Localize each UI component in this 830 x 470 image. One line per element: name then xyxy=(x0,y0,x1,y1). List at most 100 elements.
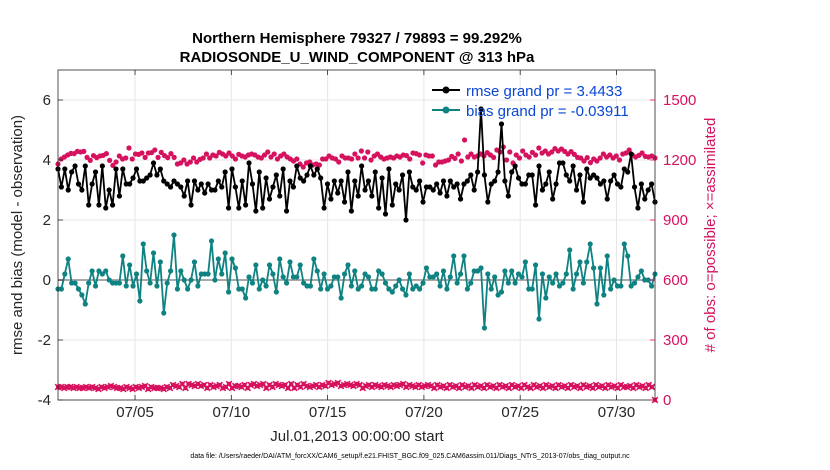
rmse-point xyxy=(79,187,85,193)
legend-rmse-label: rmse grand pr = 3.4433 xyxy=(466,83,622,100)
rmse-point xyxy=(396,187,402,193)
bias-point xyxy=(502,268,508,274)
rmse-point xyxy=(597,181,604,187)
bias-point xyxy=(563,271,569,277)
obs-possible-point xyxy=(349,156,355,162)
obs-possible-point xyxy=(526,154,532,160)
x-tick-label: 07/15 xyxy=(309,404,347,421)
rmse-point xyxy=(249,181,256,187)
rmse-point xyxy=(478,106,484,112)
bias-point xyxy=(515,271,522,277)
bias-point xyxy=(297,262,303,268)
bias-point xyxy=(403,292,409,298)
rmse-point xyxy=(539,187,546,193)
rmse-point xyxy=(369,193,375,199)
rmse-point xyxy=(382,211,389,217)
bias-point xyxy=(171,232,177,238)
obs-possible-point xyxy=(358,148,364,154)
bias-point xyxy=(335,274,341,280)
plot-background xyxy=(58,70,655,400)
bias-point xyxy=(144,268,150,274)
rmse-point xyxy=(75,181,82,187)
bias-point xyxy=(263,283,269,289)
rmse-point xyxy=(304,172,310,178)
rmse-point xyxy=(229,166,235,172)
legend: rmse grand pr = 3.4433 bias grand pr = -… xyxy=(432,83,629,120)
bias-point xyxy=(92,283,99,289)
bias-point xyxy=(447,274,453,280)
rmse-point xyxy=(502,178,508,184)
rmse-point xyxy=(191,178,198,184)
obs-possible-point xyxy=(152,147,158,153)
rmse-point xyxy=(324,181,331,187)
rmse-point xyxy=(376,205,382,211)
bias-point xyxy=(185,286,191,292)
obs-possible-point xyxy=(403,153,410,159)
bias-point xyxy=(229,256,235,262)
obs-possible-point xyxy=(462,137,468,143)
bias-point xyxy=(205,271,211,277)
rmse-point xyxy=(225,205,232,211)
bias-point xyxy=(543,295,549,301)
obs-possible-point xyxy=(87,157,93,163)
rmse-point xyxy=(362,187,368,193)
bias-point xyxy=(529,286,535,292)
rmse-point xyxy=(167,184,174,190)
bias-point xyxy=(386,286,392,292)
obs-possible-point xyxy=(639,150,645,156)
x-tick-label: 07/05 xyxy=(116,404,154,421)
obs-possible-point xyxy=(420,160,426,166)
rmse-point xyxy=(413,187,419,193)
rmse-point xyxy=(341,199,348,205)
bias-point xyxy=(382,280,389,286)
rmse-point xyxy=(550,196,556,202)
bias-point xyxy=(328,283,334,289)
rmse-point xyxy=(403,217,409,223)
rmse-point xyxy=(437,190,443,196)
rmse-point xyxy=(171,178,177,184)
obs-possible-point xyxy=(581,158,587,164)
bias-point xyxy=(608,286,614,292)
x-tick-label: 07/30 xyxy=(598,404,636,421)
bias-point xyxy=(174,286,180,292)
rmse-point xyxy=(154,172,160,178)
obs-possible-point xyxy=(187,159,193,165)
rmse-point xyxy=(301,178,307,184)
rmse-point xyxy=(331,178,337,184)
rmse-point xyxy=(58,184,65,190)
rmse-point xyxy=(202,190,208,196)
bias-point xyxy=(509,268,515,274)
bias-point xyxy=(461,253,467,259)
rmse-point xyxy=(256,169,262,175)
bias-point xyxy=(611,277,617,283)
y-axis-left: -4 -2 0 2 4 6 xyxy=(38,92,63,409)
rmse-point xyxy=(481,172,488,178)
bias-point xyxy=(283,280,290,286)
rmse-point xyxy=(243,202,249,208)
obs-possible-point xyxy=(536,145,542,151)
rmse-point xyxy=(488,181,494,187)
y-right-tick-label: 600 xyxy=(663,272,688,289)
bias-point xyxy=(567,247,573,253)
y-right-tick-label: 1500 xyxy=(663,92,696,109)
rmse-point xyxy=(529,172,535,178)
bias-point xyxy=(625,253,631,259)
bias-point xyxy=(338,295,344,301)
rmse-point xyxy=(352,178,358,184)
bias-point xyxy=(604,253,610,259)
rmse-point xyxy=(355,193,361,199)
rmse-point xyxy=(294,163,300,169)
bias-point xyxy=(457,271,464,277)
bias-point xyxy=(318,286,324,292)
rmse-point xyxy=(618,184,624,190)
bias-point xyxy=(556,283,563,289)
rmse-point xyxy=(185,178,191,184)
obs-possible-point xyxy=(200,155,206,161)
obs-possible-point xyxy=(190,155,197,161)
bias-point xyxy=(178,268,184,274)
bias-point xyxy=(253,262,259,268)
obs-possible-point xyxy=(171,154,177,160)
rmse-point xyxy=(188,202,194,208)
rmse-point xyxy=(311,172,317,178)
bias-point xyxy=(106,277,112,283)
